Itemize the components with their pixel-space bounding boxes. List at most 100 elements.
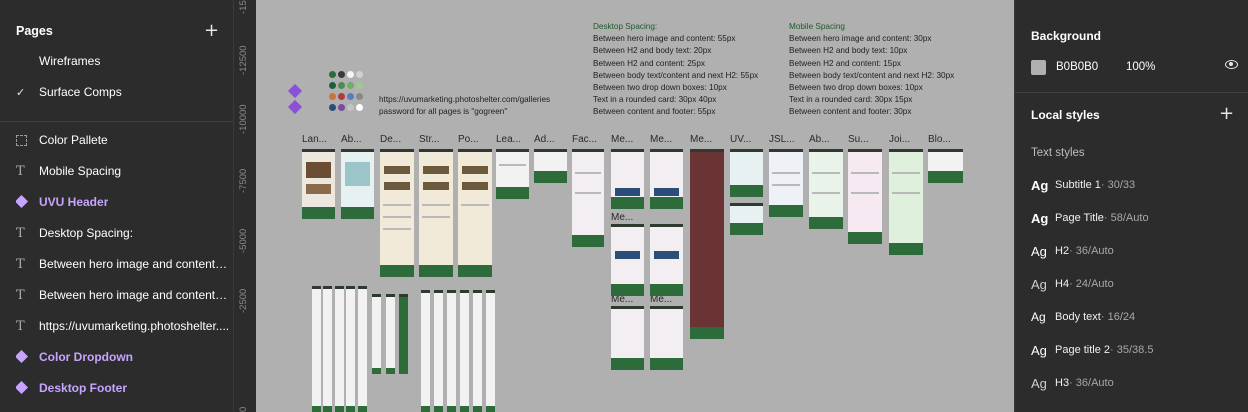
mobile-artboard[interactable] (399, 294, 408, 374)
frame-label[interactable]: Me... (650, 134, 673, 145)
mobile-artboard[interactable] (486, 290, 495, 412)
palette-swatch[interactable] (347, 93, 354, 100)
frame-label[interactable]: JSL... (769, 134, 795, 145)
artboard-uvu[interactable] (730, 149, 763, 197)
frame-label[interactable]: Str... (419, 134, 440, 145)
artboard-media-4[interactable] (611, 224, 644, 296)
mobile-artboard[interactable] (421, 290, 430, 412)
mobile-artboard[interactable] (460, 290, 469, 412)
layer-between-hero-1[interactable]: T Between hero image and content: ... (16, 252, 230, 276)
artboard-media-6[interactable] (611, 306, 644, 370)
text-style-item[interactable]: Ag H3 · 36/Auto (1031, 373, 1241, 393)
frame-label[interactable]: Ab... (809, 134, 830, 145)
background-row[interactable]: B0B0B0 100% (1031, 59, 1241, 75)
text-style-item[interactable]: Ag Body text · 16/24 (1031, 307, 1241, 327)
mobile-artboard[interactable] (386, 294, 395, 374)
frame-label[interactable]: Joi... (889, 134, 911, 145)
layer-between-hero-2[interactable]: T Between hero image and content: ... (16, 283, 230, 307)
frame-label[interactable]: Me... (611, 212, 634, 223)
layer-desktop-spacing[interactable]: T Desktop Spacing: (16, 221, 230, 245)
palette-swatch[interactable] (338, 71, 345, 78)
palette-swatch[interactable] (347, 82, 354, 89)
mobile-artboard[interactable] (434, 290, 443, 412)
mobile-artboard[interactable] (323, 286, 332, 412)
artboard-policies[interactable] (458, 149, 492, 277)
layer-desktop-footer[interactable]: Desktop Footer (16, 376, 230, 400)
artboard-departments[interactable] (380, 149, 414, 277)
frame-label[interactable]: Su... (848, 134, 869, 145)
mobile-artboard[interactable] (358, 286, 367, 412)
palette-swatch[interactable] (347, 71, 354, 78)
artboard-jsl[interactable] (769, 149, 803, 217)
frame-label[interactable]: Me... (611, 294, 634, 305)
desktop-spacing-note[interactable]: Desktop Spacing: Between hero image and … (593, 21, 758, 119)
palette-swatch[interactable] (356, 93, 363, 100)
palette-swatch[interactable] (338, 93, 345, 100)
mobile-artboard[interactable] (473, 290, 482, 412)
background-opacity[interactable]: 100% (1126, 61, 1156, 73)
layer-link-note[interactable]: T https://uvumarketing.photoshelter.... (16, 314, 230, 338)
frame-label[interactable]: Blo... (928, 134, 951, 145)
frame-label[interactable]: Me... (690, 134, 713, 145)
artboard-landing[interactable] (302, 149, 335, 219)
layer-color-dropdown[interactable]: Color Dropdown (16, 345, 230, 369)
eye-icon[interactable] (1225, 60, 1238, 69)
palette-swatch[interactable] (329, 104, 336, 111)
frame-label[interactable]: De... (380, 134, 402, 145)
palette-swatch[interactable] (356, 104, 363, 111)
frame-label[interactable]: Me... (611, 134, 634, 145)
artboard-blog[interactable] (928, 149, 963, 183)
background-swatch[interactable] (1031, 59, 1046, 75)
add-page-icon[interactable]: + (204, 20, 220, 41)
artboard-faculty[interactable] (572, 149, 604, 247)
text-style-item[interactable]: Ag Subtitle 1 · 30/33 (1031, 175, 1241, 195)
mobile-artboard[interactable] (447, 290, 456, 412)
layer-mobile-spacing[interactable]: T Mobile Spacing (16, 159, 230, 183)
frame-label[interactable]: Po... (458, 134, 479, 145)
palette-swatch[interactable] (347, 104, 354, 111)
artboard-about[interactable] (341, 149, 374, 219)
artboard-media-1[interactable] (611, 149, 644, 209)
mobile-artboard[interactable] (335, 286, 344, 412)
frame-label[interactable]: Ab... (341, 134, 362, 145)
artboard-media-2[interactable] (650, 149, 683, 209)
frame-label[interactable]: Lea... (496, 134, 522, 145)
artboard-media-5[interactable] (650, 224, 683, 296)
frame-label[interactable]: Ad... (534, 134, 555, 145)
text-style-item[interactable]: Ag Page Title · 58/Auto (1031, 208, 1241, 228)
color-palette[interactable] (329, 67, 369, 119)
artboard-strategy[interactable] (419, 149, 453, 277)
mobile-artboard[interactable] (312, 286, 321, 412)
frame-label[interactable]: Fac... (572, 134, 598, 145)
artboard-ad[interactable] (534, 149, 567, 183)
palette-swatch[interactable] (329, 82, 336, 89)
mobile-artboard[interactable] (372, 294, 381, 374)
palette-swatch[interactable] (329, 93, 336, 100)
page-item-wireframes[interactable]: Wireframes (16, 50, 226, 72)
add-style-icon[interactable]: + (1219, 103, 1235, 124)
mobile-spacing-note[interactable]: Mobile Spacing Between hero image and co… (789, 21, 954, 119)
background-hex[interactable]: B0B0B0 (1056, 61, 1099, 73)
text-style-item[interactable]: Ag Page title 2 · 35/38.5 (1031, 340, 1241, 360)
palette-swatch[interactable] (338, 104, 345, 111)
layer-uvu-header[interactable]: UVU Header (16, 190, 230, 214)
text-style-item[interactable]: Ag H4 · 24/Auto (1031, 274, 1241, 294)
palette-swatch[interactable] (356, 82, 363, 89)
artboard-about-2[interactable] (809, 149, 843, 229)
palette-swatch[interactable] (338, 82, 345, 89)
page-item-surface-comps[interactable]: ✓ Surface Comps (16, 81, 226, 103)
artboard-media-7[interactable] (650, 306, 683, 370)
palette-swatch[interactable] (356, 71, 363, 78)
artboard-support[interactable] (848, 149, 882, 244)
artboard-join[interactable] (889, 149, 923, 255)
text-style-item[interactable]: Ag H2 · 36/Auto (1031, 241, 1241, 261)
artboard-leadership[interactable] (496, 149, 529, 199)
artboard-uvu-2[interactable] (730, 203, 763, 235)
layer-color-pallete[interactable]: Color Pallete (16, 128, 230, 152)
frame-label[interactable]: UV... (730, 134, 752, 145)
mobile-artboard[interactable] (346, 286, 355, 412)
design-canvas[interactable]: https://uvumarketing.photoshelter.com/ga… (256, 0, 1014, 412)
link-note[interactable]: https://uvumarketing.photoshelter.com/ga… (379, 94, 550, 118)
frame-label[interactable]: Me... (650, 294, 673, 305)
frame-label[interactable]: Lan... (302, 134, 328, 145)
